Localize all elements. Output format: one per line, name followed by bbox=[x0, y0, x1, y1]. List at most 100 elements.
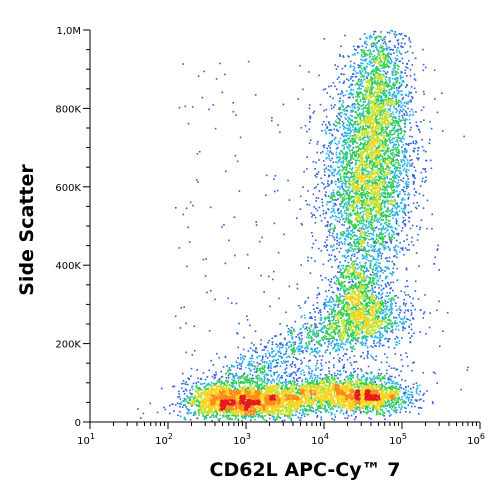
event-dot bbox=[403, 113, 405, 115]
event-dot bbox=[348, 329, 351, 332]
event-dot bbox=[198, 150, 201, 153]
event-dot bbox=[186, 265, 188, 268]
event-dot bbox=[404, 212, 406, 215]
event-dot bbox=[353, 48, 356, 51]
event-dot bbox=[376, 342, 378, 344]
event-dot bbox=[322, 331, 324, 333]
event-dot bbox=[238, 381, 240, 384]
event-dot bbox=[191, 388, 194, 391]
event-dot bbox=[377, 331, 379, 333]
event-dot bbox=[315, 239, 317, 241]
event-dot bbox=[262, 416, 264, 419]
event-dot bbox=[328, 174, 330, 177]
event-dot bbox=[344, 212, 346, 214]
event-dot bbox=[187, 402, 189, 404]
event-dot bbox=[338, 193, 341, 196]
event-dot bbox=[333, 276, 335, 279]
event-dot bbox=[408, 115, 411, 117]
event-dot bbox=[370, 233, 373, 235]
event-dot bbox=[339, 357, 341, 359]
event-dot bbox=[194, 410, 197, 413]
event-dot bbox=[342, 412, 345, 414]
event-dot bbox=[352, 248, 354, 251]
event-dot bbox=[379, 47, 381, 49]
event-dot bbox=[414, 169, 417, 172]
event-dot bbox=[315, 409, 317, 412]
event-dot bbox=[405, 392, 408, 394]
event-dot bbox=[336, 157, 338, 159]
event-dot bbox=[371, 335, 373, 337]
event-dot bbox=[357, 224, 360, 226]
event-dot bbox=[366, 377, 368, 379]
event-dot bbox=[331, 107, 333, 110]
event-dot bbox=[263, 376, 265, 378]
event-dot bbox=[363, 75, 365, 77]
event-dot bbox=[203, 416, 206, 418]
event-dot bbox=[396, 158, 398, 161]
event-dot bbox=[357, 268, 359, 270]
event-dot bbox=[392, 409, 395, 412]
event-dot bbox=[392, 328, 394, 331]
event-dot bbox=[352, 174, 355, 176]
event-dot bbox=[384, 201, 387, 203]
event-dot bbox=[401, 401, 404, 403]
event-dot bbox=[354, 337, 356, 339]
event-dot bbox=[395, 325, 398, 328]
event-dot bbox=[237, 414, 240, 417]
event-dot bbox=[317, 351, 320, 353]
event-dot bbox=[393, 233, 395, 236]
event-dot bbox=[359, 112, 361, 114]
event-dot bbox=[274, 419, 276, 421]
event-dot bbox=[324, 406, 326, 409]
event-dot bbox=[394, 227, 396, 229]
event-dot bbox=[335, 183, 337, 186]
event-dot bbox=[378, 250, 381, 252]
event-dot bbox=[335, 294, 338, 297]
event-dot bbox=[391, 137, 394, 140]
event-dot bbox=[284, 371, 287, 373]
event-dot bbox=[354, 75, 357, 78]
event-dot bbox=[354, 159, 357, 162]
event-dot bbox=[354, 53, 356, 55]
event-dot bbox=[297, 391, 299, 394]
event-dot bbox=[390, 170, 392, 173]
event-dot bbox=[340, 343, 342, 345]
event-dot bbox=[327, 153, 330, 156]
event-dot bbox=[303, 374, 306, 376]
event-dot bbox=[299, 342, 301, 344]
event-dot bbox=[301, 345, 303, 347]
event-dot bbox=[353, 276, 355, 279]
event-dot bbox=[334, 104, 336, 106]
event-dot bbox=[377, 284, 380, 286]
event-dot bbox=[321, 327, 323, 329]
event-dot bbox=[402, 80, 405, 82]
event-dot bbox=[390, 310, 393, 313]
event-dot bbox=[212, 382, 215, 385]
event-dot bbox=[373, 219, 376, 221]
event-dot bbox=[366, 357, 369, 359]
event-dot bbox=[392, 158, 394, 160]
event-dot bbox=[178, 403, 181, 405]
event-dot bbox=[400, 84, 403, 86]
event-dot bbox=[301, 383, 304, 385]
event-dot bbox=[389, 248, 391, 250]
event-dot bbox=[389, 209, 391, 212]
event-dot bbox=[361, 338, 363, 340]
event-dot bbox=[345, 206, 347, 209]
event-dot bbox=[384, 232, 387, 234]
event-dot bbox=[266, 378, 269, 380]
event-dot bbox=[379, 310, 382, 313]
event-dot bbox=[319, 309, 322, 311]
event-dot bbox=[404, 190, 407, 193]
event-dot bbox=[288, 355, 290, 358]
event-dot bbox=[281, 375, 283, 377]
event-dot bbox=[384, 108, 387, 110]
event-dot bbox=[396, 253, 398, 255]
event-dot bbox=[370, 378, 372, 381]
event-dot bbox=[285, 347, 288, 349]
event-dot bbox=[323, 187, 326, 190]
event-dot bbox=[364, 337, 366, 339]
event-dot bbox=[378, 298, 380, 300]
event-dot bbox=[379, 232, 381, 234]
event-dot bbox=[293, 377, 295, 380]
